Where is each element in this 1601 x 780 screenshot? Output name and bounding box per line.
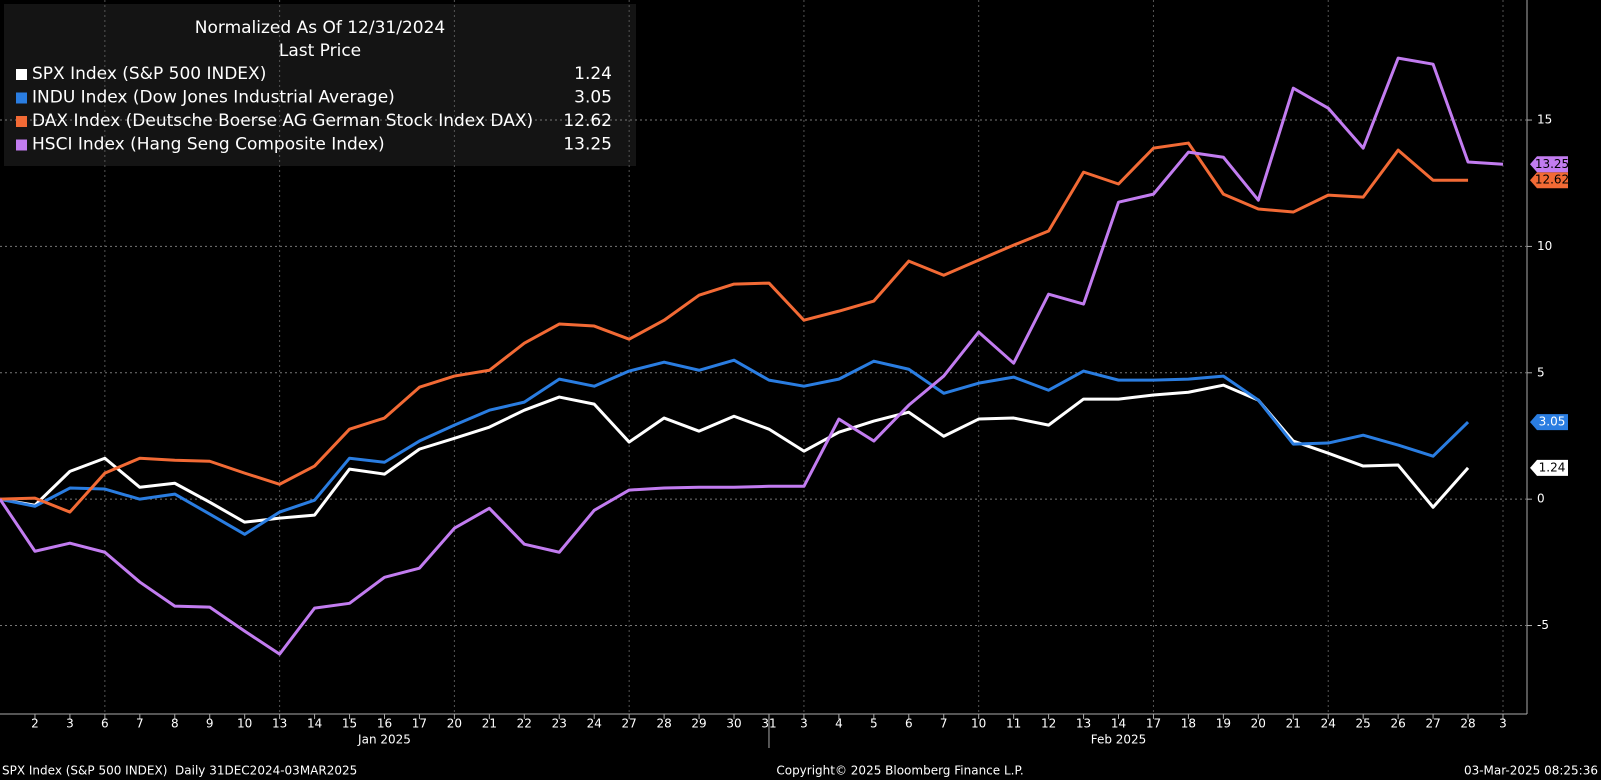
x-tick-label: 27: [1425, 717, 1440, 731]
x-tick-label: 7: [136, 717, 144, 731]
value-tag: [1530, 414, 1568, 431]
x-tick-label: 17: [1146, 717, 1161, 731]
x-tick-label: 18: [1181, 717, 1196, 731]
x-tick-label: 17: [412, 717, 427, 731]
month-label: Feb 2025: [1091, 733, 1147, 747]
legend-title: Normalized As Of 12/31/2024: [195, 18, 445, 38]
x-tick-label: 20: [1251, 717, 1266, 731]
footer-right: 03-Mar-2025 08:25:36: [1464, 764, 1598, 778]
month-label: Jan 2025: [357, 733, 411, 747]
x-tick-label: 19: [1216, 717, 1231, 731]
x-tick-label: 21: [482, 717, 497, 731]
x-tick-label: 6: [101, 717, 109, 731]
value-tag: [1530, 459, 1568, 476]
x-tick-label: 30: [726, 717, 741, 731]
legend-swatch: [16, 116, 27, 127]
x-tick-label: 4: [835, 717, 843, 731]
x-tick-label: 22: [517, 717, 532, 731]
footer-center: Copyright© 2025 Bloomberg Finance L.P.: [776, 764, 1023, 778]
series-line: [0, 141, 1469, 514]
x-tick-label: 9: [206, 717, 214, 731]
legend-value: 1.24: [574, 64, 612, 84]
value-tag-label: 12.62: [1535, 173, 1569, 187]
x-tick-label: 24: [1321, 717, 1336, 731]
y-tick-label: 5: [1537, 365, 1545, 379]
legend-swatch: [16, 139, 27, 151]
legend-value: 13.25: [563, 135, 612, 155]
x-tick-label: 27: [622, 717, 637, 731]
legend-label: SPX Index (S&P 500 INDEX): [32, 64, 266, 84]
legend-value: 3.05: [574, 88, 612, 108]
x-tick-label: 3: [66, 717, 74, 731]
value-tag-label: 13.25: [1535, 157, 1569, 171]
x-tick-label: 23: [552, 717, 567, 731]
legend-value: 12.62: [563, 111, 612, 131]
x-tick-label: 14: [1111, 717, 1126, 731]
legend-subtitle: Last Price: [279, 41, 361, 61]
x-tick-label: 13: [1076, 717, 1091, 731]
x-tick-label: 3: [800, 717, 808, 731]
x-tick-label: 10: [237, 717, 252, 731]
legend-label: HSCI Index (Hang Seng Composite Index): [32, 135, 385, 155]
x-tick-label: 16: [377, 717, 392, 731]
x-tick-label: 5: [870, 717, 878, 731]
x-tick-label: 24: [587, 717, 602, 731]
value-tag: [1530, 172, 1568, 189]
legend-label: INDU Index (Dow Jones Industrial Average…: [32, 88, 395, 108]
x-tick-label: 28: [656, 717, 671, 731]
y-tick-label: 0: [1537, 492, 1545, 506]
x-tick-label: 28: [1460, 717, 1475, 731]
series-line: [0, 383, 1470, 524]
x-tick-label: 14: [307, 717, 322, 731]
x-tick-label: 21: [1286, 717, 1301, 731]
value-tag-label: 1.24: [1539, 460, 1566, 474]
x-tick-label: 8: [171, 717, 179, 731]
x-tick-label: 2: [31, 717, 39, 731]
y-tick-label: 15: [1537, 113, 1552, 127]
legend-swatch: [16, 69, 27, 80]
x-tick-label: 29: [691, 717, 706, 731]
legend-swatch: [16, 92, 27, 104]
x-tick-label: 13: [272, 717, 287, 731]
y-tick-label: 10: [1537, 239, 1552, 253]
legend-label: DAX Index (Deutsche Boerse AG German Sto…: [32, 111, 533, 131]
x-tick-label: 7: [940, 717, 948, 731]
value-tag: [1530, 156, 1568, 173]
x-tick-label: 20: [447, 717, 462, 731]
value-tag-label: 3.05: [1539, 415, 1566, 429]
series-line: [0, 358, 1470, 536]
x-tick-label: 11: [1006, 717, 1021, 731]
x-tick-label: 12: [1041, 717, 1056, 731]
x-tick-label: 25: [1356, 717, 1371, 731]
x-tick-label: 15: [342, 717, 357, 731]
x-tick-label: 26: [1390, 717, 1405, 731]
series-line: [0, 56, 1504, 656]
x-tick-label: 10: [971, 717, 986, 731]
x-tick-label: 3: [1499, 717, 1507, 731]
x-tick-label: 6: [905, 717, 913, 731]
y-tick-label: -5: [1537, 618, 1549, 632]
footer-left: SPX Index (S&P 500 INDEX) Daily 31DEC202…: [2, 764, 357, 778]
legend-box: [4, 4, 636, 166]
